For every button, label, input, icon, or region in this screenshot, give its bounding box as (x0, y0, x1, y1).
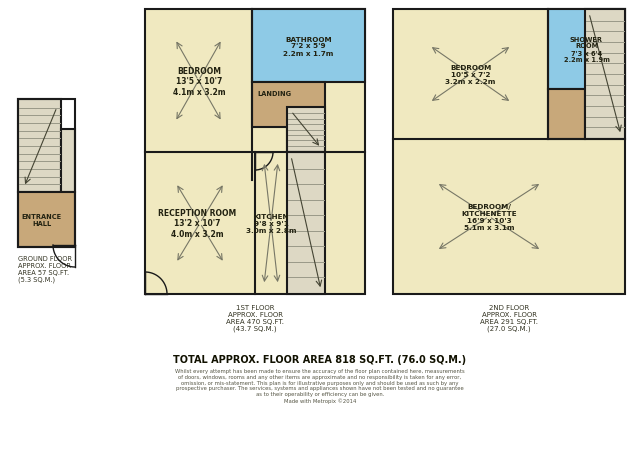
Bar (393, 10, 625, 294)
Bar (18, 100, 61, 192)
Text: BEDROOM
10'5 x 7'2
3.2m x 2.2m: BEDROOM 10'5 x 7'2 3.2m x 2.2m (445, 65, 496, 85)
Polygon shape (252, 83, 325, 153)
Text: Whilst every attempt has been made to ensure the accuracy of the floor plan cont: Whilst every attempt has been made to en… (175, 368, 465, 403)
Text: 2ND FLOOR
APPROX. FLOOR
AREA 291 SQ.FT.
(27.0 SQ.M.): 2ND FLOOR APPROX. FLOOR AREA 291 SQ.FT. … (480, 304, 538, 332)
Text: RECEPTION ROOM
13'2 x 10'7
4.0m x 3.2m: RECEPTION ROOM 13'2 x 10'7 4.0m x 3.2m (158, 209, 236, 238)
Text: LANDING: LANDING (257, 91, 291, 97)
Bar (61, 130, 75, 192)
Text: BEDROOM/
KITCHENETTE
16'9 x 10'3
5.1m x 3.1m: BEDROOM/ KITCHENETTE 16'9 x 10'3 5.1m x … (461, 203, 517, 231)
Bar (18, 100, 75, 248)
Bar (548, 10, 625, 90)
Bar (145, 10, 365, 294)
Text: TOTAL APPROX. FLOOR AREA 818 SQ.FT. (76.0 SQ.M.): TOTAL APPROX. FLOOR AREA 818 SQ.FT. (76.… (173, 354, 467, 364)
Bar (252, 10, 365, 83)
Text: KITCHEN
9'8 x 9'1
3.0m x 2.8m: KITCHEN 9'8 x 9'1 3.0m x 2.8m (246, 213, 296, 233)
Bar (585, 10, 625, 140)
Text: GROUND FLOOR
APPROX. FLOOR
AREA 57 SQ.FT.
(5.3 SQ.M.): GROUND FLOOR APPROX. FLOOR AREA 57 SQ.FT… (18, 255, 72, 283)
Text: 1ST FLOOR
APPROX. FLOOR
AREA 470 SQ.FT.
(43.7 SQ.M.): 1ST FLOOR APPROX. FLOOR AREA 470 SQ.FT. … (226, 304, 284, 332)
Bar (287, 153, 325, 294)
Text: BEDROOM
13'5 x 10'7
4.1m x 3.2m: BEDROOM 13'5 x 10'7 4.1m x 3.2m (173, 67, 225, 96)
Text: SHOWER
ROOM
7'3 x 6'4
2.2m x 1.9m: SHOWER ROOM 7'3 x 6'4 2.2m x 1.9m (563, 36, 609, 63)
Bar (287, 108, 325, 153)
Text: BATHROOM
7'2 x 5'9
2.2m x 1.7m: BATHROOM 7'2 x 5'9 2.2m x 1.7m (284, 36, 333, 56)
Text: ENTRANCE
HALL: ENTRANCE HALL (21, 214, 61, 227)
Bar (18, 192, 75, 248)
Bar (548, 90, 585, 140)
